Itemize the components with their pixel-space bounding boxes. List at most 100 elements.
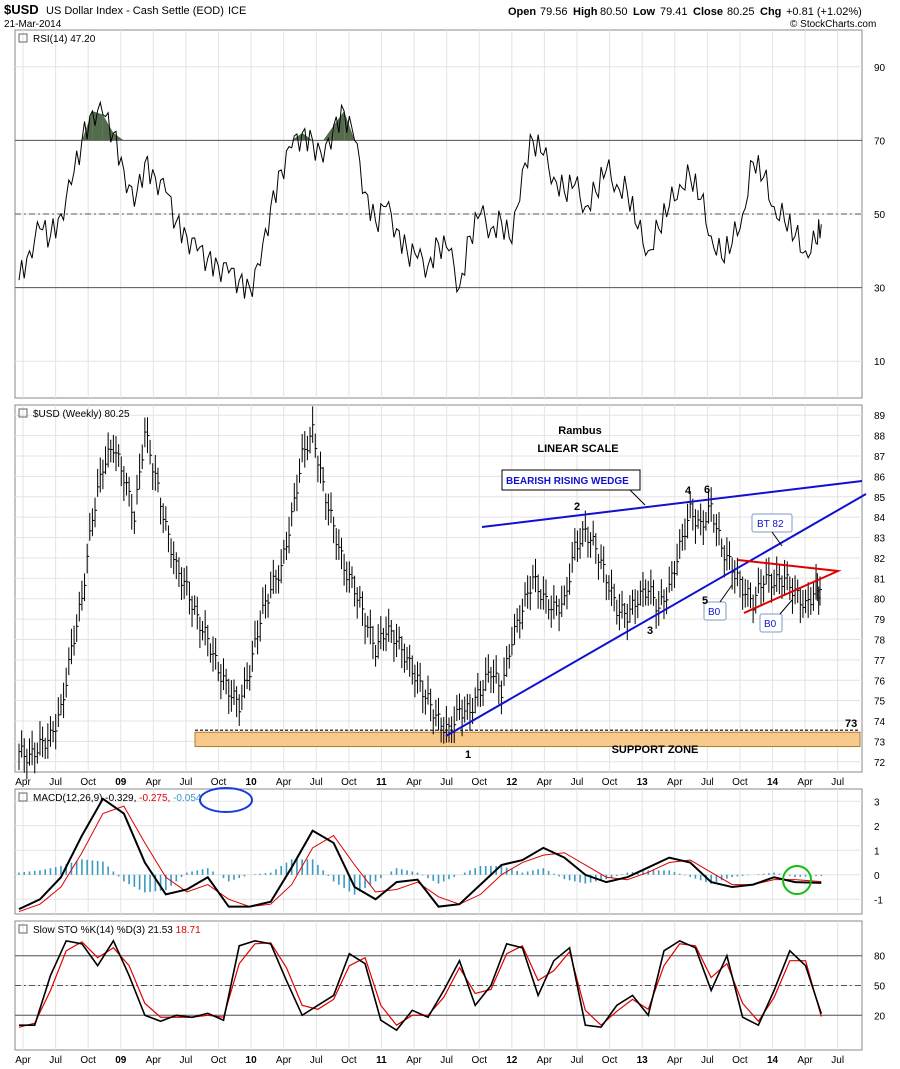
x-tick-label: Jul bbox=[831, 777, 844, 788]
x-tick-label: Oct bbox=[211, 1055, 227, 1066]
x-tick-label: Jul bbox=[831, 1055, 844, 1066]
panel-label: Slow STO %K(14) %D(3) 21.53 18.71 bbox=[33, 925, 201, 936]
wave-2: 2 bbox=[574, 501, 580, 513]
macd-histogram-bar bbox=[678, 873, 681, 875]
author-label: Rambus bbox=[558, 425, 601, 437]
macd-histogram-bar bbox=[610, 874, 613, 878]
x-tick-label: 11 bbox=[376, 1055, 387, 1066]
macd-histogram-bar bbox=[154, 874, 157, 892]
macd-histogram-bar bbox=[442, 874, 445, 882]
support-zone bbox=[194, 731, 861, 748]
macd-histogram-bar bbox=[280, 865, 282, 875]
macd-histogram-bar bbox=[264, 873, 267, 875]
macd-histogram-bar bbox=[726, 874, 728, 879]
macd-histogram-bar bbox=[584, 874, 587, 884]
macd-histogram-bar bbox=[553, 873, 555, 875]
x-tick-label: 13 bbox=[637, 1055, 649, 1066]
macd-histogram-bar bbox=[159, 874, 162, 891]
macd-histogram-bar bbox=[65, 864, 67, 875]
x-tick-label: Apr bbox=[537, 1055, 553, 1066]
price-annotations: Rambus LINEAR SCALE BEARISH RISING WEDGE… bbox=[465, 425, 857, 761]
rsi-overbought-fill bbox=[102, 114, 114, 141]
macd-histogram-bar bbox=[206, 868, 209, 875]
macd-histogram-bar bbox=[343, 874, 345, 889]
macd-histogram-bar bbox=[710, 874, 712, 884]
wedge-label-box bbox=[501, 469, 641, 491]
macd-histogram-bar bbox=[269, 872, 272, 875]
open-value: 79.56 bbox=[540, 6, 568, 18]
y-tick-label: 74 bbox=[874, 717, 886, 728]
x-tick-label: 09 bbox=[115, 777, 127, 788]
macd-histogram-bar bbox=[804, 874, 807, 877]
x-tick-label: 09 bbox=[115, 1055, 127, 1066]
macd-histogram-bar bbox=[668, 870, 671, 875]
x-tick-label: Jul bbox=[571, 1055, 584, 1066]
macd-histogram-bar bbox=[327, 874, 330, 876]
macd-histogram-bar bbox=[91, 860, 94, 875]
y-tick-label: 73 bbox=[874, 737, 886, 748]
macd-histogram-bar bbox=[33, 870, 36, 875]
macd-histogram-bar bbox=[23, 872, 26, 875]
high-value: 80.50 bbox=[600, 6, 628, 18]
macd-histogram-bar bbox=[296, 859, 298, 875]
panel-toggle-icon bbox=[18, 792, 28, 802]
y-tick-label: 90 bbox=[874, 63, 886, 74]
macd-histogram-bar bbox=[799, 874, 802, 877]
macd-histogram-bar bbox=[390, 871, 393, 875]
macd-histogram-bar bbox=[484, 865, 487, 875]
x-tick-label: Oct bbox=[80, 777, 96, 788]
y-tick-label: 50 bbox=[874, 210, 886, 221]
red-triangle bbox=[737, 559, 842, 614]
macd-histogram-bar bbox=[332, 874, 335, 882]
macd-histogram-bar bbox=[81, 859, 83, 875]
y-tick-label: 80 bbox=[874, 595, 886, 606]
macd-histogram-bar bbox=[500, 865, 503, 875]
macd-histogram-bar bbox=[511, 869, 513, 875]
x-tick-label: Jul bbox=[49, 1055, 62, 1066]
bo-label-1: B0 bbox=[708, 607, 721, 618]
macd-histogram-bar bbox=[112, 871, 115, 875]
macd-histogram-bar bbox=[757, 874, 760, 875]
macd-histogram-bar bbox=[421, 874, 424, 876]
wave-1: 1 bbox=[465, 749, 471, 761]
bt-label-pointer bbox=[771, 531, 783, 547]
panel-frame bbox=[14, 788, 863, 915]
x-tick-label: 14 bbox=[767, 1055, 779, 1066]
panel-toggle-icon bbox=[18, 408, 28, 418]
x-tick-label: Apr bbox=[276, 1055, 292, 1066]
y-tick-label: 76 bbox=[874, 676, 886, 687]
macd-histogram-bar bbox=[437, 874, 440, 884]
x-tick-label: Apr bbox=[15, 777, 31, 788]
macd-histogram-bar bbox=[96, 860, 99, 875]
macd-histogram-bar bbox=[526, 871, 529, 875]
macd-histogram-bar bbox=[28, 871, 31, 875]
x-tick-label: Jul bbox=[180, 777, 193, 788]
macd-histogram-bar bbox=[432, 874, 435, 881]
macd-histogram-bar bbox=[448, 874, 450, 880]
macd-histogram-bar bbox=[395, 868, 398, 875]
macd-histogram-bar bbox=[233, 874, 235, 880]
macd-histogram-bar bbox=[558, 874, 560, 877]
macd-histogram-bar bbox=[427, 874, 429, 879]
macd-histogram-bar bbox=[532, 870, 534, 875]
x-tick-label: Oct bbox=[341, 1055, 357, 1066]
macd-histogram-bar bbox=[762, 873, 765, 875]
x-tick-label: Oct bbox=[732, 1055, 748, 1066]
exchange: ICE bbox=[228, 5, 246, 17]
macd-histogram-bar bbox=[406, 870, 408, 875]
x-tick-label: 10 bbox=[246, 777, 258, 788]
macd-histogram-bar bbox=[322, 870, 324, 875]
x-tick-label: Apr bbox=[276, 777, 292, 788]
macd-histogram-bar bbox=[547, 870, 550, 875]
scale-label: LINEAR SCALE bbox=[537, 443, 618, 455]
macd-histogram-bar bbox=[694, 874, 697, 879]
macd-histogram-bar bbox=[453, 874, 456, 877]
panel-slow_sto: 80 50 20 Slow STO %K(14) %D(3) 21.53 18.71 bbox=[14, 920, 886, 1051]
macd-histogram-bar bbox=[652, 870, 655, 875]
x-tick-label: 14 bbox=[767, 777, 779, 788]
macd-histogram-bar bbox=[736, 874, 739, 877]
bo-label-box-2 bbox=[759, 613, 783, 633]
macd-histogram-bar bbox=[311, 859, 314, 875]
x-tick-label: Apr bbox=[146, 1055, 162, 1066]
x-tick-label: 12 bbox=[506, 777, 518, 788]
